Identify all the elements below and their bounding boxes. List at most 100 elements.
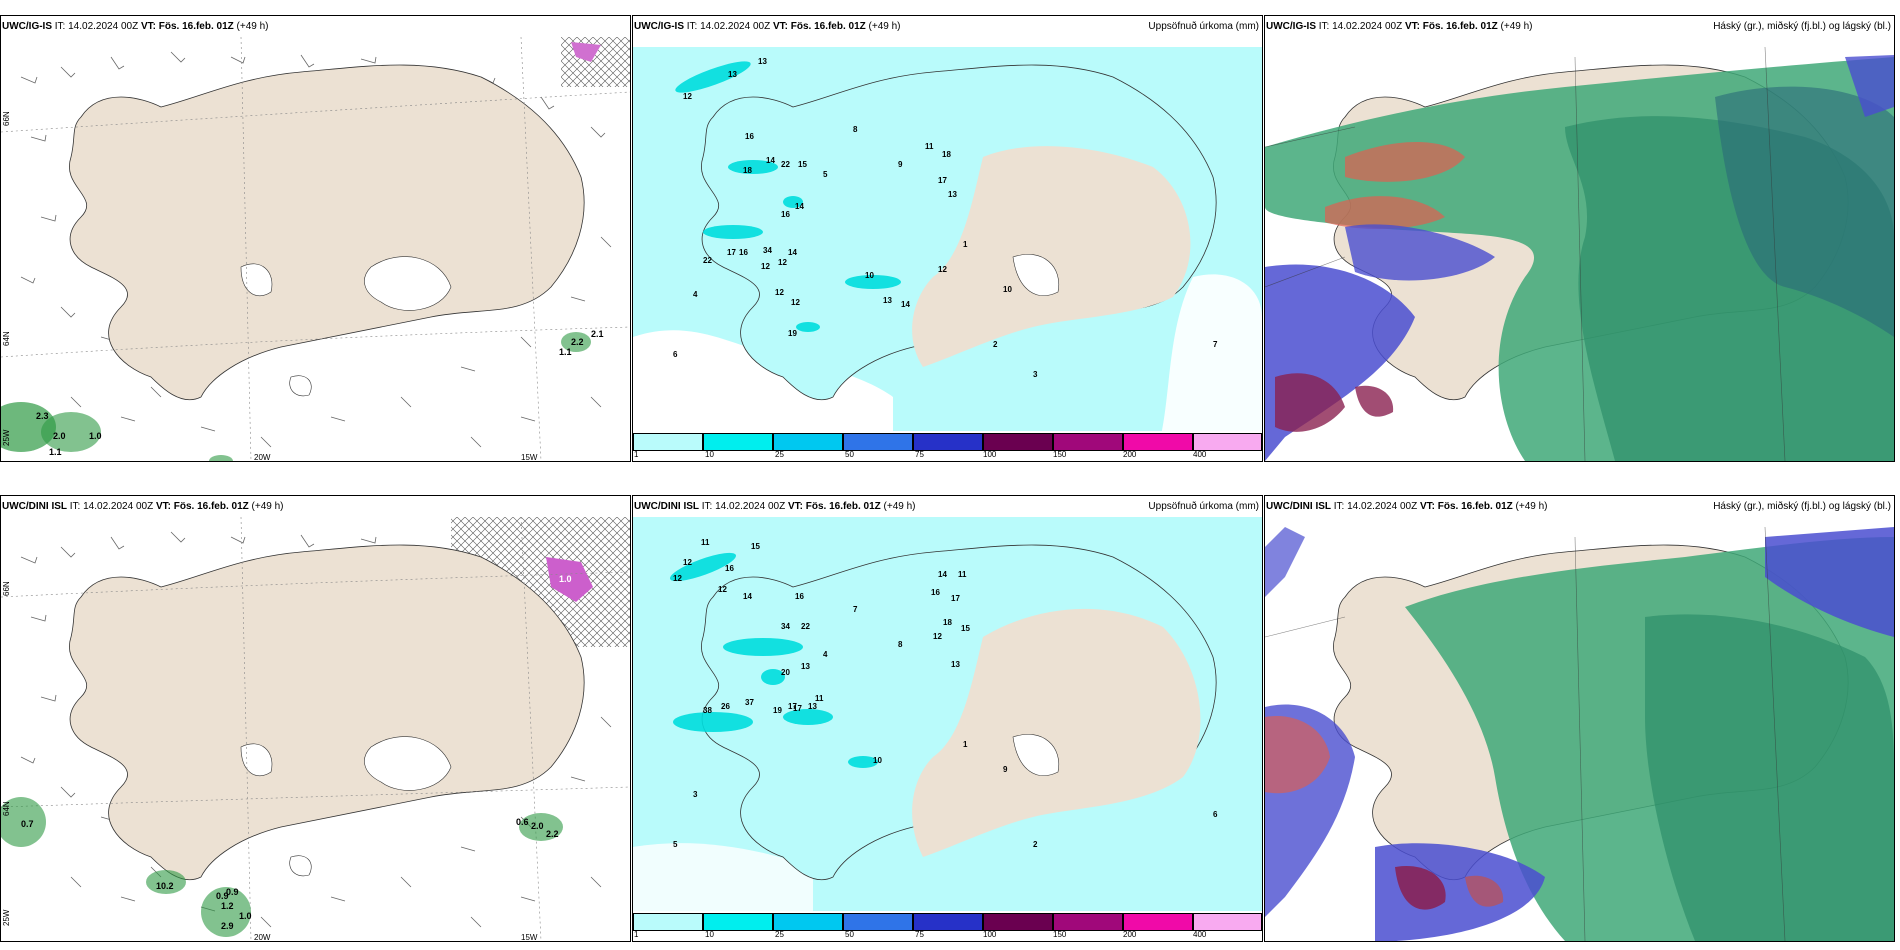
value-label: 11: [958, 570, 967, 579]
colorbar-tick: 1: [634, 930, 639, 939]
value-label: 2.1: [591, 329, 604, 339]
colorbar-swatch: [913, 433, 983, 451]
value-label: 9: [898, 160, 903, 169]
value-label: 14: [743, 592, 752, 601]
value-label: 4: [823, 650, 828, 659]
colorbar-swatch: [843, 913, 913, 931]
colorbar-tick: 400: [1193, 930, 1207, 939]
value-label: 19: [773, 706, 782, 715]
lat-label: 66N: [2, 111, 11, 126]
value-label: 6: [673, 350, 678, 359]
value-label: 15: [961, 624, 970, 633]
value-label: 2.2: [571, 337, 584, 347]
panel-cloud-igis: UWC/IG-IS IT: 14.02.2024 00Z VT: Fös. 16…: [1264, 15, 1895, 462]
value-label: 16: [745, 132, 754, 141]
colorbar-tick: 100: [983, 930, 997, 939]
lat-label: 64N: [2, 331, 11, 346]
value-label: 14: [788, 248, 797, 257]
colorbar-swatch: [983, 913, 1053, 931]
value-label: 13: [808, 702, 817, 711]
value-label: 18: [942, 150, 951, 159]
value-label: 16: [781, 210, 790, 219]
panel-cloud-dini: UWC/DINI ISL IT: 14.02.2024 00Z VT: Fös.…: [1264, 495, 1895, 942]
value-label: 12: [683, 558, 692, 567]
value-label: 12: [938, 265, 947, 274]
panel-header: UWC/DINI ISL IT: 14.02.2024 00Z VT: Fös.…: [1, 496, 630, 517]
value-label: 14: [795, 202, 804, 211]
value-label: 20: [781, 668, 790, 677]
colorbar-tick: 10: [705, 450, 714, 459]
value-label: 2: [993, 340, 998, 349]
value-label: 10: [1003, 285, 1012, 294]
value-label: 14: [766, 156, 775, 165]
lon-label: 25W: [2, 909, 11, 926]
value-label: 1: [963, 740, 968, 749]
colorbar-swatch: [633, 913, 703, 931]
colorbar-tick: 50: [845, 930, 854, 939]
colorbar-tick: 150: [1053, 450, 1067, 459]
value-label: 37: [745, 698, 754, 707]
value-label: 1.2: [221, 901, 234, 911]
colorbar-tick: 75: [915, 930, 924, 939]
value-label: 0.9: [226, 887, 239, 897]
map-precip-igis: 13 13 12 16 14 22 15 18 16 14 34 14 12 1…: [633, 37, 1262, 461]
value-label: 8: [853, 125, 858, 134]
iceland-land: [701, 64, 1217, 401]
colorbar-tick: 1: [634, 450, 639, 459]
value-label: 11: [701, 538, 710, 547]
panel-header: UWC/IG-IS IT: 14.02.2024 00Z VT: Fös. 16…: [1265, 16, 1894, 37]
value-label: 17: [951, 594, 960, 603]
colorbar-swatch: [1053, 433, 1123, 451]
map-wind-dini: 1.0 0.7 0.6 2.0 2.2 10.2 0.9 0.9 1.2 2.9…: [1, 517, 630, 941]
value-label: 16: [739, 248, 748, 257]
value-label: 34: [781, 622, 790, 631]
value-label: 16: [795, 592, 804, 601]
value-label: 1.1: [559, 347, 572, 357]
value-label: 1: [963, 240, 968, 249]
value-label: 16: [725, 564, 734, 573]
value-label: 15: [798, 160, 807, 169]
colorbar: 1 10 25 50 75 100 150 200 400: [633, 431, 1262, 461]
value-label: 38: [703, 706, 712, 715]
value-label: 10.2: [156, 881, 174, 891]
value-label: 1.0: [239, 911, 252, 921]
value-label: 12: [778, 258, 787, 267]
value-label: 2.9: [221, 921, 234, 931]
colorbar-tick: 25: [775, 930, 784, 939]
colorbar-swatch: [703, 433, 773, 451]
map-cloud-igis: [1265, 37, 1894, 461]
lon-label: 25W: [2, 429, 11, 446]
value-label: 1.0: [89, 431, 102, 441]
value-label: 12: [683, 92, 692, 101]
panel-header: UWC/IG-IS IT: 14.02.2024 00Z VT: Fös. 16…: [1, 16, 630, 37]
value-label: 13: [948, 190, 957, 199]
value-label: 12: [775, 288, 784, 297]
lon-label: 15W: [521, 933, 538, 942]
colorbar-tick: 25: [775, 450, 784, 459]
map-wind-igis: 2.2 2.1 1.1 2.3 2.0 1.0 1.1: [1, 37, 630, 461]
value-label: 2.2: [546, 829, 559, 839]
colorbar-tick: 75: [915, 450, 924, 459]
value-label: 2.0: [53, 431, 66, 441]
value-label: 18: [943, 618, 952, 627]
colorbar-tick: 200: [1123, 930, 1137, 939]
value-label: 3: [693, 790, 698, 799]
colorbar-swatch: [773, 913, 843, 931]
colorbar-swatch: [843, 433, 913, 451]
value-label: 22: [781, 160, 790, 169]
value-label: 14: [938, 570, 947, 579]
value-label: 7: [1213, 340, 1218, 349]
colorbar-swatch: [703, 913, 773, 931]
value-label: 5: [823, 170, 828, 179]
panel-precip-igis: UWC/IG-IS IT: 14.02.2024 00Z VT: Fös. 16…: [632, 15, 1263, 462]
iceland-land: [69, 544, 585, 881]
value-label: 22: [703, 256, 712, 265]
colorbar-swatch: [633, 433, 703, 451]
value-label: 10: [865, 271, 874, 280]
value-label: 4: [693, 290, 698, 299]
value-label: 13: [728, 70, 737, 79]
iceland-land: [701, 544, 1217, 881]
value-label: 2.0: [531, 821, 544, 831]
panel-header: UWC/IG-IS IT: 14.02.2024 00Z VT: Fös. 16…: [633, 16, 1262, 37]
value-label: 12: [933, 632, 942, 641]
